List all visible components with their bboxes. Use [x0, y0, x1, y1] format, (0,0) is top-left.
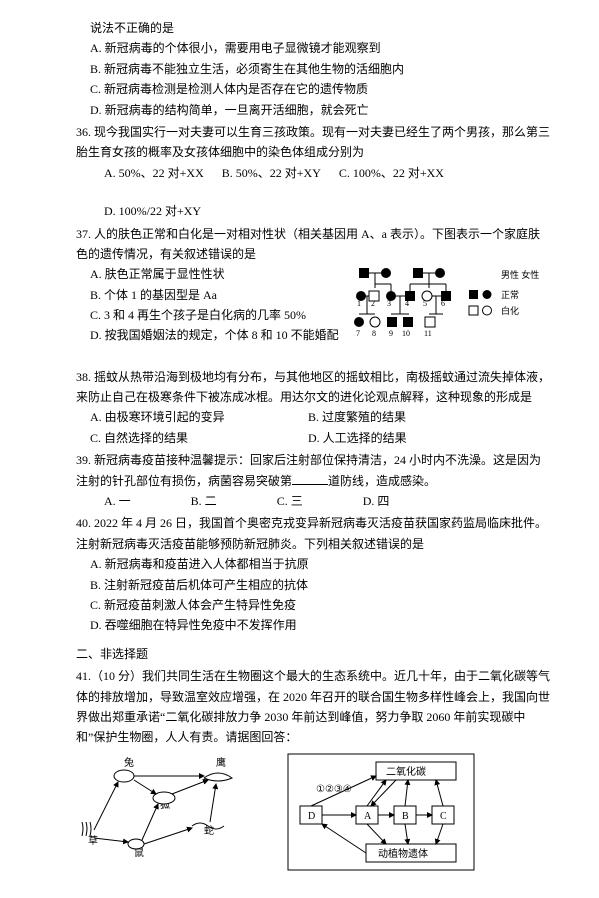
q41-stem: 41.（10 分）我们共同生活在生物圈这个最大的生态系统中。近几十年，由于二氧化…: [76, 666, 551, 748]
svg-text:蛇: 蛇: [204, 824, 214, 837]
svg-text:A: A: [364, 811, 372, 822]
q37: 37. 人的肤色正常和白化是一对相对性状（相关基因用 A、a 表示）。下图表示一…: [76, 224, 551, 365]
blank-fill: [292, 473, 328, 485]
carbon-cycle-figure: 二氧化碳 ①②③④ A B C D 动植物遗体: [286, 752, 476, 879]
q40: 40. 2022 年 4 月 26 日，我国首个奥密克戎变异新冠病毒灭活疫苗获国…: [76, 513, 551, 635]
svg-text:鹰: 鹰: [216, 756, 226, 769]
pedigree-figure: 1 2 3 4 5 6: [351, 264, 551, 360]
q38: 38. 摇蚊从热带沿海到极地均有分布，与其他地区的摇蚊相比，南极摇蚊通过流失掉体…: [76, 367, 551, 449]
svg-text:草: 草: [88, 835, 98, 847]
q38-opt-c: C. 自然选择的结果: [90, 428, 290, 448]
q38-opt-d: D. 人工选择的结果: [308, 428, 407, 448]
q35-opt-b: B. 新冠病毒不能独立生活，必须寄生在其他生物的活细胞内: [76, 59, 551, 79]
q38-opt-a: A. 由极寒环境引起的变异: [90, 407, 290, 427]
svg-text:二氧化碳: 二氧化碳: [386, 765, 426, 778]
q38-opt-b: B. 过度繁殖的结果: [308, 407, 406, 427]
q39: 39. 新冠病毒疫苗接种温馨提示：回家后注射部位保持清洁，24 小时内不洗澡。这…: [76, 450, 551, 511]
q37-stem: 37. 人的肤色正常和白化是一对相对性状（相关基因用 A、a 表示）。下图表示一…: [76, 224, 551, 265]
q36-opts: A. 50%、22 对+XX B. 50%、22 对+XY C. 100%、22…: [76, 163, 551, 222]
q40-stem: 40. 2022 年 4 月 26 日，我国首个奥密克戎变异新冠病毒灭活疫苗获国…: [76, 513, 551, 554]
svg-text:C: C: [440, 811, 447, 822]
q35-opt-a: A. 新冠病毒的个体很小，需要用电子显微镜才能观察到: [76, 38, 551, 58]
q36: 36. 现今我国实行一对夫妻可以生育三孩政策。现有一对夫妻已经生了两个男孩，那么…: [76, 122, 551, 222]
q36-opt-c: C. 100%、22 对+XX: [339, 163, 444, 183]
q36-opt-a: A. 50%、22 对+XX: [104, 163, 204, 183]
q39-opt-c: C. 三: [277, 491, 303, 511]
section-2-title: 二、非选择题: [76, 644, 551, 664]
q39-opt-d: D. 四: [363, 491, 390, 511]
svg-text:D: D: [308, 811, 315, 822]
q36-opt-d: D. 100%/22 对+XY: [104, 201, 201, 221]
svg-text:动植物遗体: 动植物遗体: [378, 847, 428, 860]
svg-text:兔: 兔: [124, 756, 134, 769]
svg-text:白化: 白化: [501, 305, 519, 316]
q39-opt-a: A. 一: [104, 491, 131, 511]
q40-opt-a: A. 新冠病毒和疫苗进入人体都相当于抗原: [76, 554, 551, 574]
q36-stem: 36. 现今我国实行一对夫妻可以生育三孩政策。现有一对夫妻已经生了两个男孩，那么…: [76, 122, 551, 163]
q35-opt-d: D. 新冠病毒的结构简单，一旦离开活细胞，就会死亡: [76, 100, 551, 120]
q39-stem2: 道防线，造成感染。: [328, 474, 436, 488]
q36-opt-b: B. 50%、22 对+XY: [222, 163, 321, 183]
foodweb-figure: 草 兔 鹰 狐 蛇 鼠: [76, 752, 256, 868]
q35-opt-c: C. 新冠病毒检测是检测人体内是否存在它的遗传物质: [76, 79, 551, 99]
q39-opt-b: B. 二: [191, 491, 217, 511]
q35-stem-cont: 说法不正确的是: [76, 18, 551, 38]
svg-text:11: 11: [424, 329, 432, 338]
svg-text:8: 8: [372, 329, 376, 338]
q39-stem: 39. 新冠病毒疫苗接种温馨提示：回家后注射部位保持清洁，24 小时内不洗澡。这…: [76, 450, 551, 491]
q39-opts: A. 一 B. 二 C. 三 D. 四: [76, 491, 551, 511]
svg-text:7: 7: [356, 329, 360, 338]
svg-text:B: B: [402, 811, 409, 822]
q38-opts: A. 由极寒环境引起的变异 B. 过度繁殖的结果 C. 自然选择的结果 D. 人…: [76, 407, 551, 448]
svg-text:正常: 正常: [501, 289, 519, 300]
svg-text:10: 10: [402, 329, 410, 338]
q38-stem: 38. 摇蚊从热带沿海到极地均有分布，与其他地区的摇蚊相比，南极摇蚊通过流失掉体…: [76, 367, 551, 408]
q40-opt-b: B. 注射新冠疫苗后机体可产生相应的抗体: [76, 575, 551, 595]
svg-text:9: 9: [389, 329, 393, 338]
q40-opt-c: C. 新冠疫苗刺激人体会产生特异性免疫: [76, 595, 551, 615]
q35: 说法不正确的是 A. 新冠病毒的个体很小，需要用电子显微镜才能观察到 B. 新冠…: [76, 18, 551, 120]
q41-figures: 草 兔 鹰 狐 蛇 鼠: [76, 752, 551, 879]
q41: 41.（10 分）我们共同生活在生物圈这个最大的生态系统中。近几十年，由于二氧化…: [76, 666, 551, 878]
q40-opt-d: D. 吞噬细胞在特异性免疫中不发挥作用: [76, 615, 551, 635]
legend-mf: 男性 女性: [501, 269, 539, 280]
